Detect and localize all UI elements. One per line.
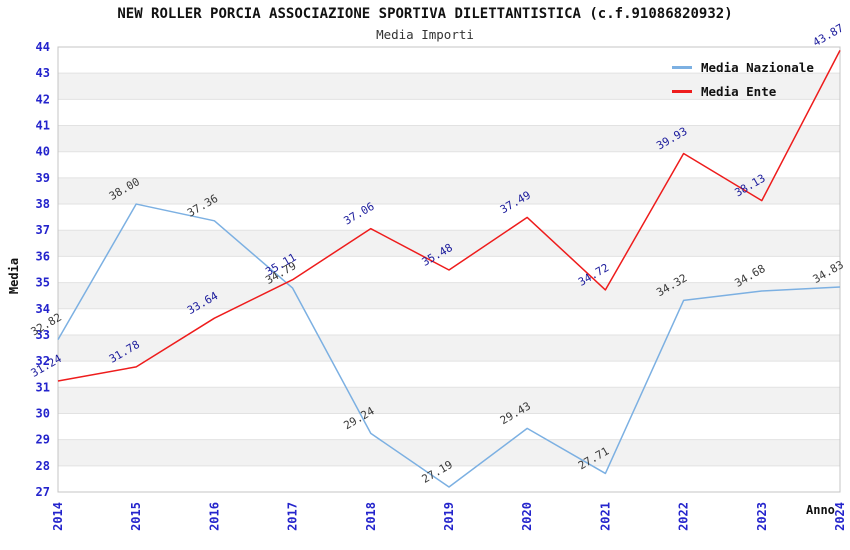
x-axis-title: Anno xyxy=(806,503,835,517)
legend-item-media-ente: Media Ente xyxy=(672,84,814,99)
y-tick-label: 43 xyxy=(36,66,50,80)
y-tick-label: 40 xyxy=(36,145,50,159)
x-tick-label: 2019 xyxy=(442,502,456,531)
grid-band xyxy=(58,125,840,152)
chart-subtitle: Media Importi xyxy=(376,27,474,42)
series-line-media-ente xyxy=(57,50,841,382)
y-tick-label: 31 xyxy=(36,380,50,394)
grid-band xyxy=(58,387,840,414)
y-tick-label: 37 xyxy=(36,223,50,237)
y-tick-label: 28 xyxy=(36,459,50,473)
x-tick-label: 2018 xyxy=(364,502,378,531)
series-line-media-nazionale xyxy=(57,203,841,488)
plot-border xyxy=(57,46,841,493)
grid-band xyxy=(58,282,840,309)
grid-band xyxy=(58,177,840,205)
grid-band xyxy=(58,439,840,466)
y-tick-label: 38 xyxy=(36,197,50,211)
y-tick-label: 41 xyxy=(36,119,50,133)
chart-legend: Media Nazionale Media Ente xyxy=(672,60,814,99)
grid-band xyxy=(58,334,840,362)
y-tick-label: 27 xyxy=(36,485,50,499)
x-tick-label: 2017 xyxy=(286,502,300,531)
x-tick-label: 2021 xyxy=(598,502,612,531)
legend-swatch-media-ente xyxy=(672,90,692,93)
legend-label: Media Ente xyxy=(701,84,777,99)
chart-title: NEW ROLLER PORCIA ASSOCIAZIONE SPORTIVA … xyxy=(117,6,733,22)
x-tick-label: 2024 xyxy=(833,502,847,531)
y-tick-label: 33 xyxy=(36,328,50,342)
y-axis-title: Media xyxy=(7,257,22,295)
legend-item-media-nazionale: Media Nazionale xyxy=(672,60,814,75)
grid-band xyxy=(58,230,840,257)
y-tick-label: 29 xyxy=(36,433,50,447)
legend-label: Media Nazionale xyxy=(701,60,814,75)
y-tick-label: 32 xyxy=(36,354,50,368)
y-tick-label: 42 xyxy=(36,92,50,106)
y-tick-label: 30 xyxy=(36,406,50,420)
y-tick-label: 35 xyxy=(36,276,50,290)
x-tick-label: 2015 xyxy=(129,502,143,531)
x-tick-label: 2023 xyxy=(755,502,769,531)
y-tick-label: 44 xyxy=(36,40,50,54)
grid-band xyxy=(58,73,840,100)
x-tick-label: 2020 xyxy=(520,502,534,531)
y-tick-label: 36 xyxy=(36,249,50,263)
x-tick-label: 2022 xyxy=(677,502,691,531)
legend-swatch-media-nazionale xyxy=(672,66,692,69)
data-point-label: 34.83 xyxy=(811,258,846,286)
y-tick-label: 34 xyxy=(36,302,50,316)
x-tick-label: 2014 xyxy=(51,502,65,531)
y-tick-label: 39 xyxy=(36,171,50,185)
x-tick-label: 2016 xyxy=(207,502,221,531)
